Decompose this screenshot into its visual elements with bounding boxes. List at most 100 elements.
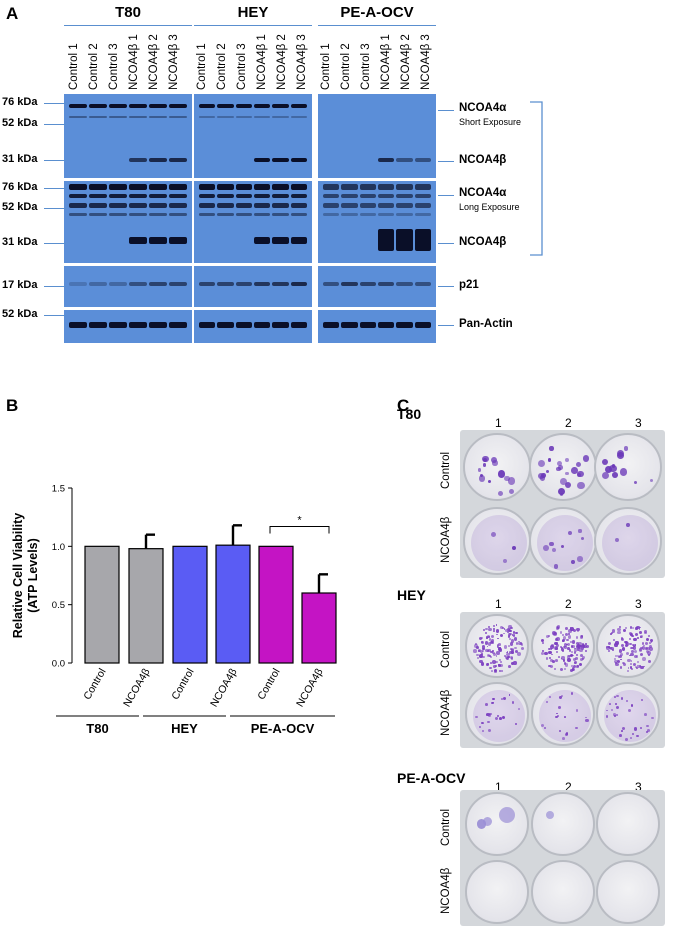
colony: [582, 454, 590, 462]
colony: [618, 649, 623, 653]
colony: [582, 644, 585, 647]
colony: [565, 627, 569, 630]
lane-label: Control 3: [108, 43, 120, 90]
colony: [564, 663, 569, 667]
colony: [545, 657, 549, 660]
kda-tick: [44, 188, 66, 189]
blot-band: [359, 203, 376, 208]
blot-band: [199, 116, 216, 118]
colony: [482, 730, 485, 732]
lane-label: NCOA4β 1: [380, 34, 392, 90]
kda-label: 76 kDa: [2, 181, 38, 193]
colony: [482, 462, 487, 467]
colony: [498, 664, 502, 668]
label-ncoa4-alpha-short: NCOA4α: [459, 102, 507, 114]
blot-band: [272, 158, 289, 162]
colony: [477, 656, 479, 659]
bar-4: [258, 545, 294, 664]
colony: [497, 470, 506, 479]
colony: [644, 631, 647, 635]
colony: [490, 650, 494, 654]
colony: [549, 542, 554, 547]
blot-band: [254, 116, 271, 118]
colony: [577, 481, 585, 490]
colony: [577, 648, 580, 651]
blot-p21: [318, 266, 436, 307]
colony: [491, 634, 495, 639]
colony: [511, 545, 516, 551]
colony: [559, 646, 562, 648]
colony: [631, 646, 634, 649]
colony: [498, 806, 515, 823]
plate-row-label: NCOA4β: [440, 689, 452, 736]
colony: [620, 643, 624, 647]
colony: [479, 655, 483, 659]
colony: [578, 529, 582, 533]
colony: [648, 654, 651, 657]
colony: [634, 480, 638, 484]
lane-label: NCOA4β 1: [256, 34, 268, 90]
colony: [480, 636, 484, 640]
blot-band: [149, 184, 167, 190]
well: [464, 614, 529, 678]
well: [528, 507, 597, 575]
colony: [573, 651, 576, 654]
colony: [604, 465, 612, 473]
colony: [476, 819, 487, 829]
colony: [550, 648, 553, 650]
colony: [514, 649, 519, 653]
colony: [562, 659, 565, 662]
colony: [572, 664, 577, 669]
colony: [605, 646, 608, 649]
colony: [571, 640, 576, 644]
colony: [565, 457, 569, 462]
blot-long-exposure: [194, 181, 312, 263]
colony: [488, 714, 492, 717]
colony: [561, 638, 566, 642]
group-line-pe-a-ocv: [318, 25, 436, 26]
colony: [495, 624, 498, 626]
label-ncoa4-beta-short: NCOA4β: [459, 154, 507, 166]
colony: [583, 644, 587, 649]
group-label: PE-A-OCV: [251, 721, 315, 736]
colony: [487, 635, 491, 639]
blot-band: [272, 104, 289, 108]
colony: [554, 659, 558, 662]
group-header-hey: HEY: [237, 4, 269, 21]
colony: [506, 652, 510, 656]
colony: [499, 648, 503, 652]
colony: [517, 707, 521, 711]
colony: [645, 637, 650, 641]
colony: [644, 647, 648, 650]
colony: [644, 641, 648, 646]
colony: [495, 717, 499, 721]
colony: [511, 634, 514, 637]
colony: [639, 647, 642, 651]
blot-band: [129, 104, 147, 108]
colony: [619, 467, 628, 476]
protein-tick: [438, 243, 454, 244]
colony: [617, 452, 625, 460]
blot-band: [109, 116, 127, 118]
plate-column-label: 2: [565, 780, 572, 794]
colony: [570, 692, 574, 696]
colony: [633, 649, 638, 654]
colony: [644, 713, 648, 716]
blot-band: [235, 184, 252, 190]
colony: [638, 631, 642, 634]
blot-band: [169, 184, 187, 190]
colony: [500, 626, 504, 630]
colony: [474, 644, 478, 648]
colony: [627, 670, 630, 673]
colony: [630, 737, 632, 740]
colony: [626, 699, 629, 702]
colony: [632, 644, 635, 647]
blot-band: [272, 237, 289, 244]
plate-row-label: NCOA4β: [440, 867, 452, 914]
blot-band: [290, 116, 307, 118]
colony: [576, 644, 581, 649]
stain-haze: [472, 690, 525, 742]
colony: [500, 660, 503, 663]
colony: [648, 645, 652, 649]
colony: [500, 697, 503, 700]
